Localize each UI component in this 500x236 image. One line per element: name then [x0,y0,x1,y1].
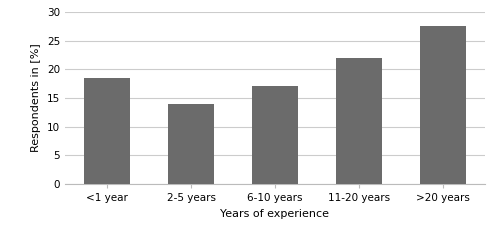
Bar [168,104,214,184]
Bar [84,78,130,184]
Y-axis label: Respondents in [%]: Respondents in [%] [32,44,42,152]
Bar [336,58,382,184]
Bar [252,86,298,184]
X-axis label: Years of experience: Years of experience [220,209,330,219]
Bar [420,26,466,184]
